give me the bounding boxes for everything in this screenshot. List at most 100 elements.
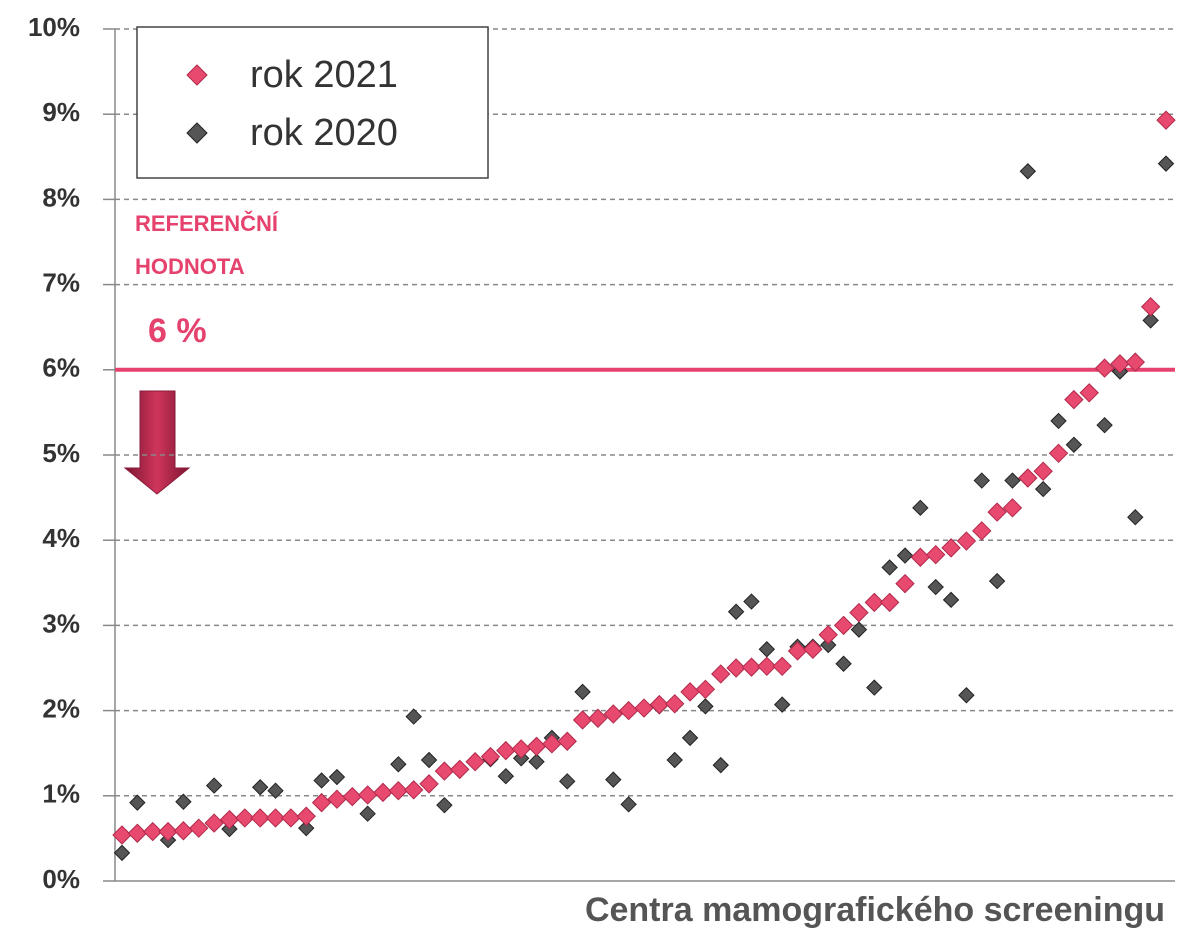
point <box>1064 389 1084 410</box>
point <box>973 472 990 489</box>
point <box>189 818 209 838</box>
point <box>818 625 838 645</box>
point <box>298 819 315 837</box>
point <box>912 499 929 517</box>
point <box>649 694 670 715</box>
point <box>680 682 700 702</box>
point <box>972 521 992 541</box>
point <box>357 785 378 805</box>
point <box>480 746 501 767</box>
point <box>987 502 1007 522</box>
point <box>603 704 624 724</box>
point <box>403 780 424 800</box>
point <box>250 808 270 828</box>
point <box>727 603 745 620</box>
point <box>942 591 960 609</box>
point <box>205 777 223 794</box>
y-tick-label: 1% <box>42 779 80 809</box>
legend-marker <box>186 64 208 86</box>
point <box>388 780 409 801</box>
point <box>574 683 591 701</box>
point <box>173 821 194 841</box>
point <box>866 679 883 696</box>
point <box>1019 163 1037 180</box>
point <box>941 538 961 558</box>
point <box>450 759 470 780</box>
point <box>465 752 485 772</box>
point <box>1096 416 1113 434</box>
point <box>557 731 577 751</box>
point <box>359 805 376 822</box>
point <box>559 773 576 790</box>
point <box>618 700 639 721</box>
point <box>881 559 898 576</box>
point <box>757 656 777 677</box>
point <box>910 547 931 567</box>
down-arrow <box>123 390 191 495</box>
point <box>1125 352 1145 372</box>
point <box>896 547 914 564</box>
point <box>664 694 685 714</box>
point <box>711 664 731 684</box>
y-tick-label: 0% <box>42 864 80 894</box>
point <box>773 696 791 713</box>
point <box>787 641 808 661</box>
legend-label: rok 2021 <box>250 54 398 96</box>
point <box>666 751 683 769</box>
point <box>420 751 438 769</box>
point <box>697 698 714 715</box>
point <box>1127 508 1144 526</box>
point <box>112 825 132 845</box>
y-tick-label: 9% <box>42 97 80 127</box>
point <box>296 806 316 826</box>
point <box>129 794 146 811</box>
point <box>1110 354 1130 374</box>
point <box>327 789 347 809</box>
y-tick-label: 3% <box>42 608 80 638</box>
point <box>342 786 363 807</box>
x-axis-label: Centra mamografického screeningu <box>585 891 1165 929</box>
point <box>434 761 455 781</box>
point <box>1002 498 1023 518</box>
point <box>1004 472 1021 489</box>
point <box>311 792 332 813</box>
point <box>835 655 852 672</box>
annotation: REFERENČNÍ <box>135 211 279 236</box>
point <box>265 808 286 828</box>
point <box>328 768 346 786</box>
legend-marker <box>186 122 208 144</box>
annotation: HODNOTA <box>135 254 245 279</box>
point <box>925 544 946 565</box>
point <box>511 739 531 759</box>
y-tick-label: 7% <box>42 267 80 297</box>
point <box>572 710 593 730</box>
point <box>204 813 224 833</box>
point <box>419 774 439 794</box>
point <box>235 808 255 828</box>
point <box>895 573 915 594</box>
legend-label: rok 2020 <box>250 112 398 154</box>
annotation: 6 % <box>148 312 207 350</box>
point <box>850 621 868 638</box>
y-tick-label: 4% <box>42 523 80 553</box>
y-tick-label: 2% <box>42 693 80 723</box>
point <box>1094 358 1115 378</box>
point <box>1033 461 1053 481</box>
y-tick-label: 6% <box>42 353 80 383</box>
point <box>251 779 269 796</box>
point <box>634 698 654 718</box>
point <box>1157 155 1175 172</box>
point <box>879 592 900 613</box>
point <box>958 687 975 704</box>
point <box>496 740 516 761</box>
point <box>497 767 515 785</box>
point <box>605 771 622 788</box>
point <box>281 808 301 828</box>
point <box>743 593 760 610</box>
point <box>988 572 1006 590</box>
point <box>1048 443 1069 464</box>
point <box>390 756 407 773</box>
point <box>726 658 746 678</box>
y-tick-label: 10% <box>28 12 80 42</box>
